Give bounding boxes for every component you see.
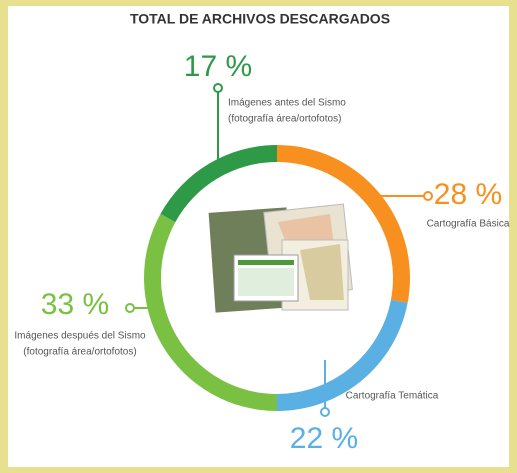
category-label: Cartografía Básica	[427, 219, 510, 230]
leader-dot	[424, 192, 432, 200]
chart: TOTAL DE ARCHIVOS DESCARGADOS 28 % Cartog…	[0, 0, 517, 473]
leader-dot	[126, 304, 134, 312]
category-label: Imágenes después del Sismo	[14, 331, 146, 342]
category-label: Cartografía Temática	[346, 391, 439, 402]
value-label: 22 %	[290, 422, 358, 455]
page: TOTAL DE ARCHIVOS DESCARGADOS 28 % Cartog…	[0, 0, 517, 473]
category-label: (fotografía área/ortofotos)	[228, 114, 341, 125]
chart-title: TOTAL DE ARCHIVOS DESCARGADOS	[130, 11, 390, 27]
leader-dot	[321, 408, 329, 416]
category-label: Imágenes antes del Sismo	[228, 98, 346, 109]
leader-dot	[214, 84, 222, 92]
center-image	[209, 204, 353, 313]
value-label: 33 %	[41, 288, 109, 321]
category-label: (fotografía área/ortofotos)	[23, 347, 136, 358]
value-label: 17 %	[184, 50, 252, 83]
value-label: 28 %	[434, 178, 502, 211]
